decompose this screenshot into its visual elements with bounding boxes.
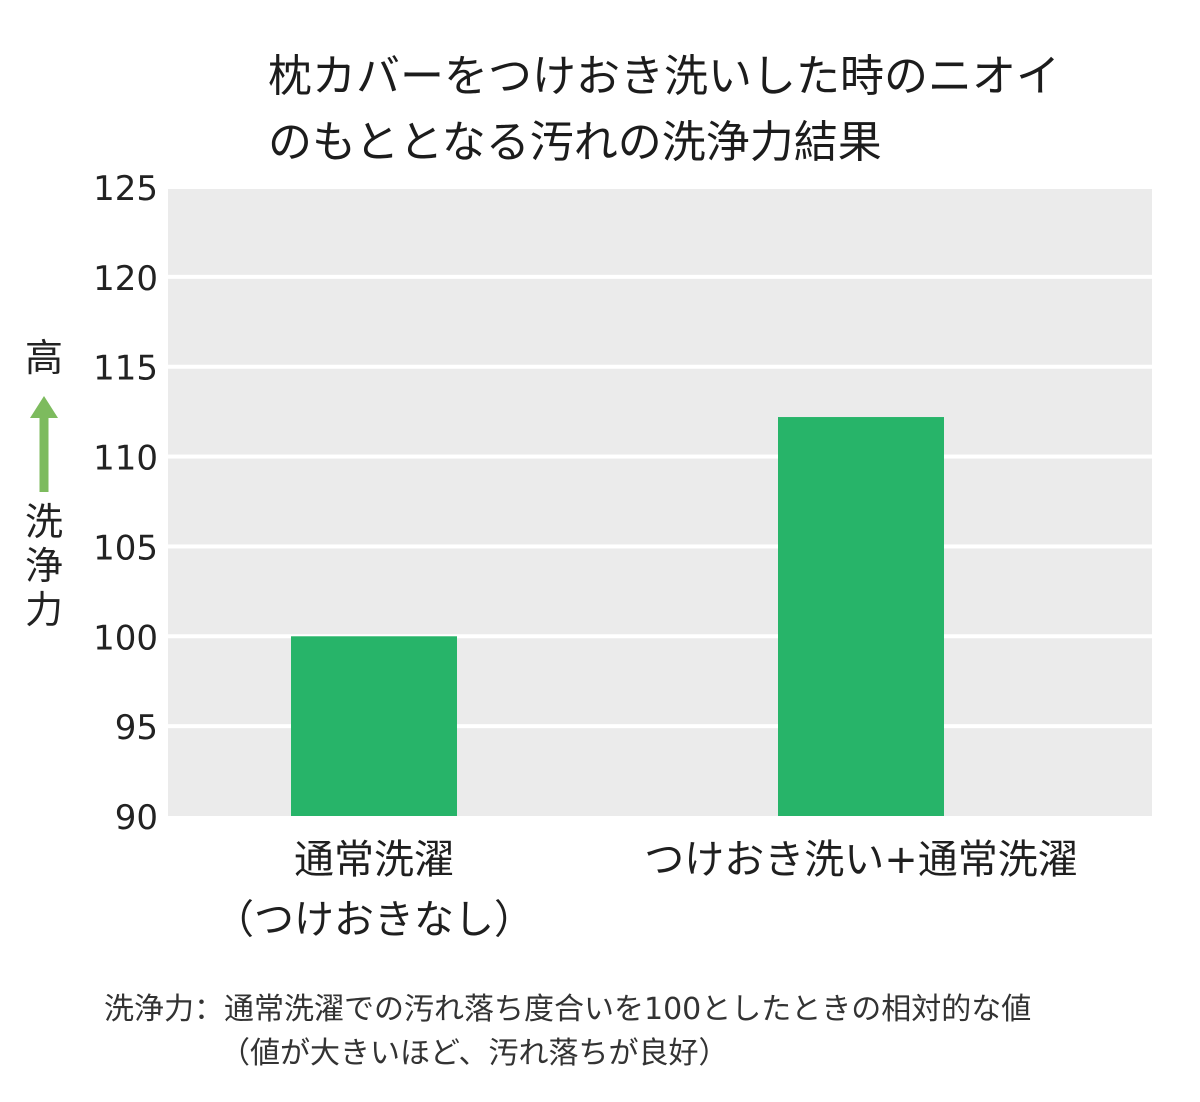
y-tick-label: 115	[93, 349, 158, 389]
y-tick-label: 105	[93, 528, 158, 568]
gridline	[168, 185, 1152, 189]
y-axis-high-label: 高	[24, 336, 63, 380]
category-label-line1: つけおき洗い+通常洗濯	[644, 837, 1078, 883]
y-tick-label: 90	[115, 798, 158, 838]
y-tick-label: 110	[93, 439, 158, 479]
category-label-line2: （つけおきなし）	[214, 897, 534, 943]
gridlines	[168, 185, 1152, 729]
y-axis-ticks: 90 95 100 105 110 115 120 125	[93, 169, 158, 838]
gridline	[168, 364, 1152, 369]
footnote-line2: （値が大きいほど、汚れ落ちが良好）	[220, 1036, 729, 1071]
y-tick-label: 100	[93, 618, 158, 658]
y-tick-label: 120	[93, 259, 158, 299]
chart-title-line1: 枕カバーをつけおき洗いした時のニオイ	[268, 51, 1060, 102]
category-label-soak-wash: つけおき洗い+通常洗濯	[601, 830, 1121, 890]
chart-title-line2: のもととなる汚れの洗浄力結果	[268, 117, 882, 168]
bar-1	[778, 417, 944, 816]
footnote-line1: 洗浄力：通常洗濯での汚れ落ち度合いを100としたときの相対的な値	[104, 992, 1032, 1027]
chart-title: 枕カバーをつけおき洗いした時のニオイ のもととなる汚れの洗浄力結果	[268, 44, 1148, 176]
gridline	[168, 544, 1152, 549]
y-tick-label: 95	[115, 708, 158, 748]
y-tick-label: 125	[93, 169, 158, 209]
gridline	[168, 724, 1152, 729]
y-axis-title: 洗浄力	[24, 500, 63, 632]
category-label-normal-wash: 通常洗濯 （つけおきなし）	[214, 830, 534, 950]
gridline	[168, 454, 1152, 459]
bars	[291, 417, 944, 816]
gridline	[168, 634, 1152, 639]
gridline	[168, 274, 1152, 279]
bar-0	[291, 636, 457, 816]
footnote: 洗浄力：通常洗濯での汚れ落ち度合いを100としたときの相対的な値 （値が大きいほ…	[104, 988, 1031, 1076]
y-axis-label: 高 洗浄力	[16, 336, 72, 632]
category-label-line1: 通常洗濯	[294, 837, 454, 883]
up-arrow-icon	[30, 396, 58, 492]
